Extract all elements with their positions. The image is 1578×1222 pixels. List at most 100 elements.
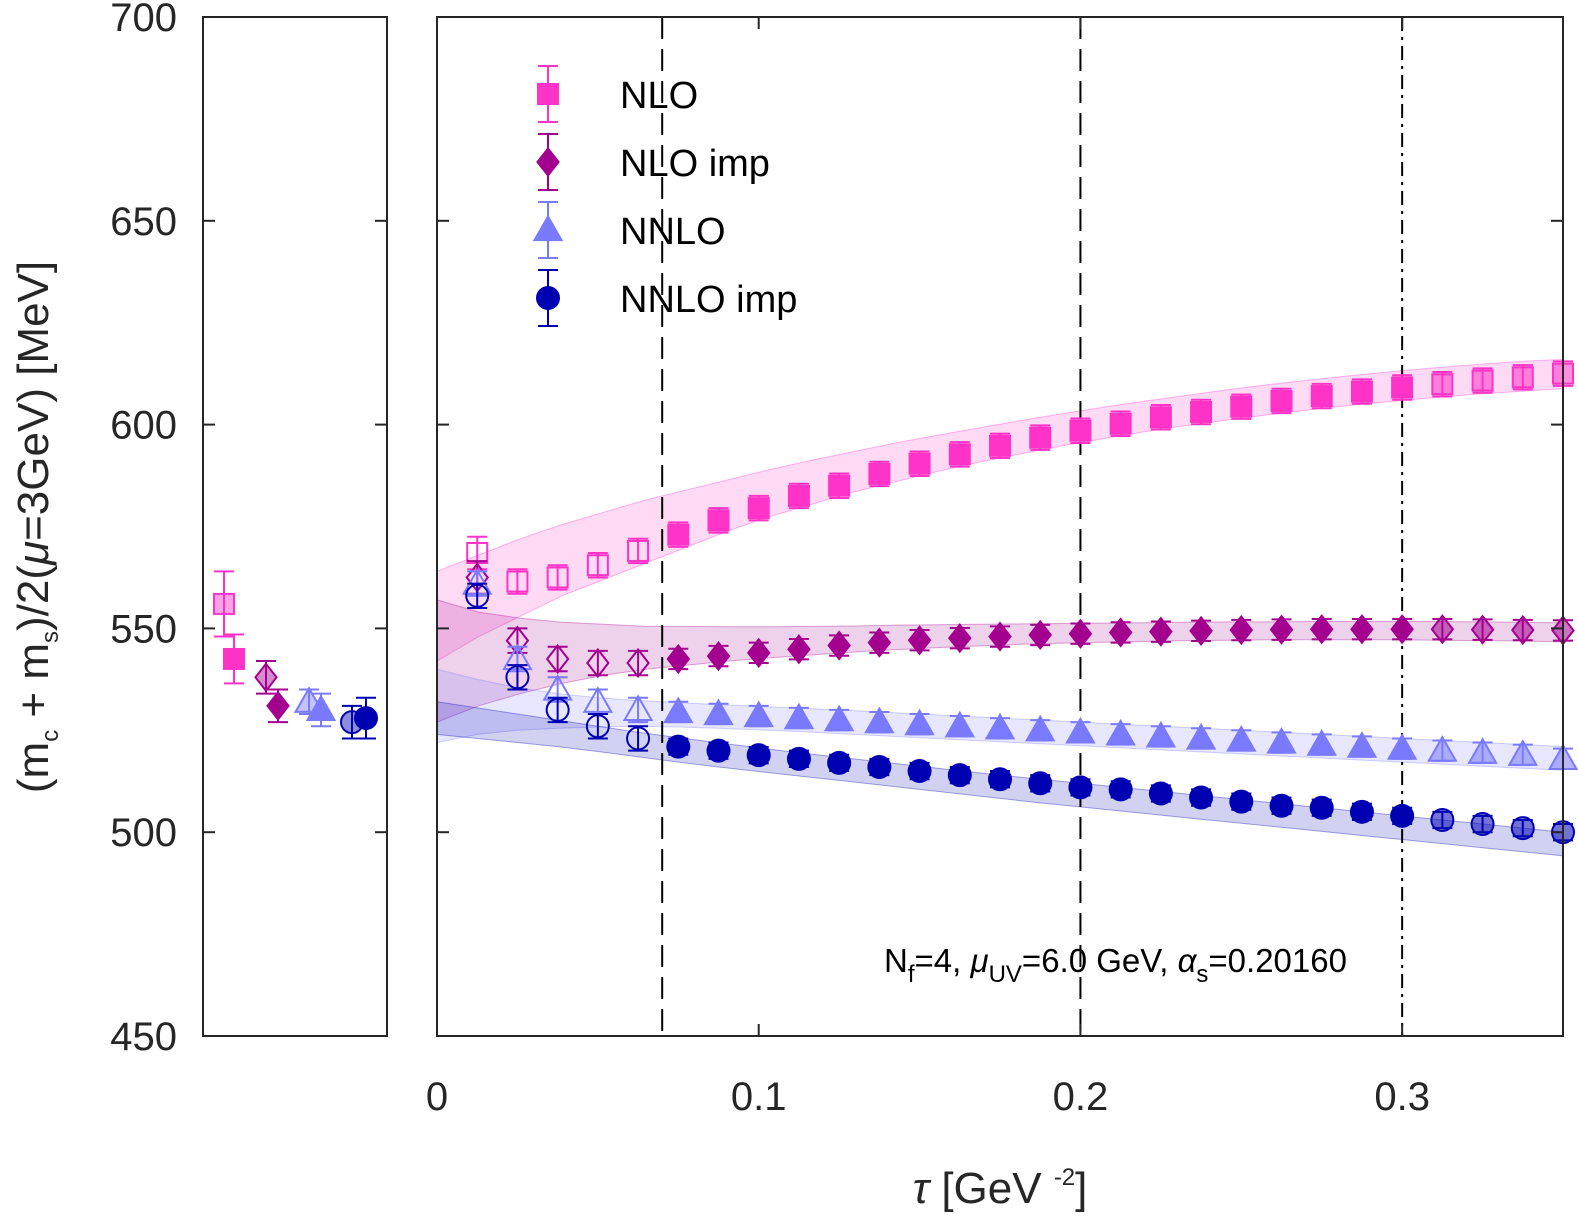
nnlo-point-20 <box>1266 727 1297 754</box>
nlo-imp-point-4 <box>626 647 650 679</box>
nlo-point-3 <box>586 554 609 577</box>
nnlo-imp-point-24 <box>1430 807 1455 832</box>
nlo-point-17 <box>1149 406 1172 429</box>
nlo-imp-point-13 <box>988 621 1012 652</box>
nnlo-point-23 <box>1386 733 1418 760</box>
nnlo-point-8 <box>783 702 815 730</box>
legend-item-nnlo-imp: NNLO imp <box>536 269 797 327</box>
nnlo-point-18 <box>1185 722 1217 750</box>
nlo-point-2 <box>546 566 569 589</box>
nnlo-point-5 <box>663 696 694 724</box>
nnlo-point-13 <box>984 712 1016 740</box>
legend-item-nlo: NLO <box>537 65 698 123</box>
nnlo-point-11 <box>904 708 935 736</box>
nlo-imp-point-21 <box>1309 614 1334 645</box>
nlo-imp-point-25 <box>1470 614 1495 645</box>
nnlo-point-4 <box>622 694 654 722</box>
y-tick-label-3: 600 <box>110 404 177 448</box>
nlo-point-20 <box>1270 389 1293 412</box>
nnlo-imp-errbar-1 <box>507 664 528 691</box>
nlo-fit-point <box>223 647 245 670</box>
legend-marker-nnlo-imp <box>536 286 560 310</box>
nlo-point-24 <box>1431 373 1454 396</box>
nlo-imp-fit-light-point <box>254 662 278 693</box>
nnlo-point-6 <box>703 698 734 726</box>
nnlo-imp-point-11 <box>907 759 932 784</box>
nlo-imp-point-3 <box>586 647 610 679</box>
nlo-point-16 <box>1109 412 1132 435</box>
legend-label-nnlo-imp: NNLO imp <box>620 279 797 321</box>
nnlo-imp-errbar-4 <box>628 725 649 752</box>
nlo-imp-point-22 <box>1350 614 1374 645</box>
nnlo-imp-point-4 <box>626 726 651 751</box>
nnlo-imp-errbar-3 <box>587 712 608 740</box>
nnlo-imp-point-25 <box>1470 812 1495 837</box>
nnlo-point-22 <box>1346 731 1378 758</box>
nnlo-imp-point-10 <box>867 754 892 779</box>
x-tick-label-0: 0 <box>426 1075 448 1119</box>
nlo-imp-point-6 <box>706 640 731 672</box>
legend-item-nnlo: NNLO <box>532 201 726 259</box>
nlo-point-21 <box>1310 385 1333 408</box>
axes-frames <box>202 16 1564 1037</box>
nlo-errbar-2 <box>547 564 568 591</box>
parameter-annotation: Nf=4, μUV=6.0 GeV, αs=0.20160 <box>884 942 1347 988</box>
nlo-imp-point-9 <box>827 630 851 661</box>
nlo-point-14 <box>1029 426 1052 449</box>
nnlo-imp-point-13 <box>988 767 1012 792</box>
legend-marker-nlo-imp <box>536 146 560 178</box>
x-tick-label-2: 0.2 <box>1053 1075 1109 1119</box>
nnlo-point-21 <box>1306 729 1337 756</box>
nlo-imp-point-24 <box>1430 614 1455 645</box>
nnlo-imp-point-7 <box>746 743 771 768</box>
nnlo-imp-point-26 <box>1510 816 1535 841</box>
nnlo-imp-point-23 <box>1390 803 1415 828</box>
nlo-imp-point-7 <box>746 637 771 668</box>
y-tick-label-0: 450 <box>110 1015 177 1059</box>
nnlo-imp-point-1 <box>505 665 530 690</box>
nlo-point-25 <box>1471 369 1494 392</box>
nlo-point-7 <box>747 497 770 520</box>
nlo-point-11 <box>908 452 931 475</box>
nlo-point-22 <box>1350 380 1373 403</box>
nlo-point-0 <box>466 541 489 564</box>
nnlo-imp-point-16 <box>1108 777 1133 802</box>
nnlo-imp-point-22 <box>1349 799 1374 824</box>
x-tick-label-1: 0.1 <box>731 1075 787 1119</box>
nnlo-imp-point-0 <box>465 583 490 608</box>
nlo-errbar-4 <box>628 537 649 565</box>
legend-label-nnlo: NNLO <box>620 211 726 253</box>
nlo-imp-point-2 <box>545 643 570 675</box>
nnlo-point-19 <box>1226 724 1257 752</box>
nnlo-imp-point-20 <box>1269 793 1294 818</box>
nlo-fit-light-point <box>213 592 235 615</box>
band-nlo <box>436 358 1564 662</box>
nlo-imp-point-14 <box>1028 619 1053 651</box>
y-axis-title: (mc + ms)/2(μ=3GeV) [MeV] <box>9 261 64 793</box>
y-tick-label-2: 550 <box>110 607 177 651</box>
nnlo-point-15 <box>1065 716 1096 744</box>
nnlo-imp-point-5 <box>666 734 691 759</box>
nnlo-point-17 <box>1145 720 1177 748</box>
legend-label-nlo: NLO <box>620 75 698 117</box>
nlo-imp-point-18 <box>1189 615 1213 646</box>
nnlo-point-14 <box>1024 714 1056 742</box>
axis-ticks: 450 500 550 600 650 700 0 0.1 0.2 0.3 <box>110 0 1563 1119</box>
nlo-point-19 <box>1230 395 1253 418</box>
nnlo-imp-errbar-0 <box>467 582 488 610</box>
legend-item-nlo-imp: NLO imp <box>536 133 770 191</box>
nnlo-point-16 <box>1105 718 1136 746</box>
nnlo-imp-point-14 <box>1028 771 1053 796</box>
nlo-point-9 <box>828 474 851 497</box>
nnlo-imp-point-2 <box>545 697 570 722</box>
x-tick-label-3: 0.3 <box>1374 1075 1430 1119</box>
nlo-point-23 <box>1391 376 1414 399</box>
nnlo-imp-point-19 <box>1229 789 1254 814</box>
nnlo-point-24 <box>1427 735 1458 762</box>
nnlo-imp-point-6 <box>706 738 731 763</box>
nnlo-imp-fit-point <box>354 706 378 731</box>
legend: NLO NLO imp NNLO NNLO imp <box>532 65 797 327</box>
nlo-point-6 <box>707 509 730 532</box>
nlo-point-8 <box>787 484 810 507</box>
nnlo-point-3 <box>582 686 614 713</box>
